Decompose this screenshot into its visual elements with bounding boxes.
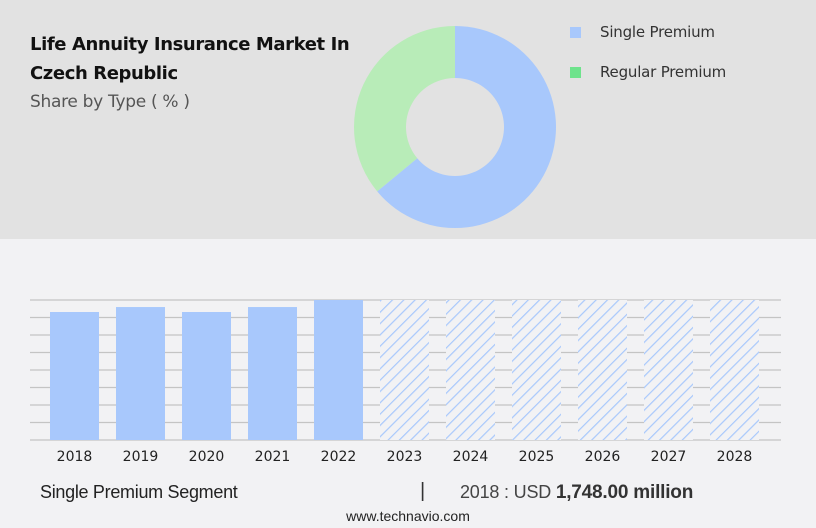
x-axis-label: 2021 xyxy=(255,449,291,465)
x-axis-labels: 2018 2019 2020 2021 2022 2023 2024 2025 2026 2027… xyxy=(57,449,753,465)
bar-2027[interactable] xyxy=(644,300,693,440)
x-axis-label: 2022 xyxy=(321,449,357,465)
bar-2020[interactable] xyxy=(182,312,231,440)
bar-2022[interactable] xyxy=(314,300,363,440)
donut-slices xyxy=(354,26,556,229)
x-axis-label: 2018 xyxy=(57,449,93,465)
bar-2023[interactable] xyxy=(380,300,429,440)
donut-chart xyxy=(354,26,556,229)
legend-swatch-icon xyxy=(570,26,581,38)
bar-2021[interactable] xyxy=(248,307,297,440)
legend-item-regular-premium[interactable]: Regular Premium xyxy=(570,52,726,92)
chart-title: Life Annuity Insurance Market In Czech R… xyxy=(30,34,350,84)
bars xyxy=(50,300,759,440)
bar-chart: 2018 2019 2020 2021 2022 2023 2024 2025 2026 2027… xyxy=(30,299,781,465)
bar-2026[interactable] xyxy=(578,300,627,440)
legend-item-single-premium[interactable]: Single Premium xyxy=(570,12,726,52)
x-axis-label: 2025 xyxy=(519,449,555,465)
legend: Single Premium Regular Premium xyxy=(570,12,726,92)
x-axis-label: 2019 xyxy=(123,449,159,465)
segment-value: 2018 : USD 1,748.00 million xyxy=(460,482,693,504)
legend-label: Single Premium xyxy=(600,23,715,41)
donut-slice-regular-premium[interactable] xyxy=(354,26,455,192)
legend-label: Regular Premium xyxy=(600,63,727,81)
donut-panel: Life Annuity Insurance Market In Czech R… xyxy=(0,0,816,239)
x-axis-label: 2024 xyxy=(453,449,489,465)
legend-swatch-icon xyxy=(570,66,581,78)
chart-subtitle: Share by Type ( % ) xyxy=(30,92,190,112)
x-axis-label: 2027 xyxy=(651,449,687,465)
bar-2018[interactable] xyxy=(50,312,99,440)
segment-amount: 1,748.00 million xyxy=(555,482,694,503)
bar-2025[interactable] xyxy=(512,300,561,440)
x-axis-label: 2026 xyxy=(585,449,621,465)
bar-2024[interactable] xyxy=(446,300,495,440)
donut-slice-single-premium[interactable] xyxy=(377,26,556,229)
x-axis-label: 2028 xyxy=(717,449,753,465)
bar-2028[interactable] xyxy=(710,300,759,440)
x-axis-label: 2023 xyxy=(387,449,423,465)
x-axis-label: 2020 xyxy=(189,449,225,465)
segment-year: 2018 : USD xyxy=(460,482,556,502)
segment-label: Single Premium Segment xyxy=(40,482,238,502)
bar-2019[interactable] xyxy=(116,307,165,440)
footer-separator: | xyxy=(420,480,426,502)
source-link[interactable]: www.technavio.com xyxy=(346,508,470,524)
